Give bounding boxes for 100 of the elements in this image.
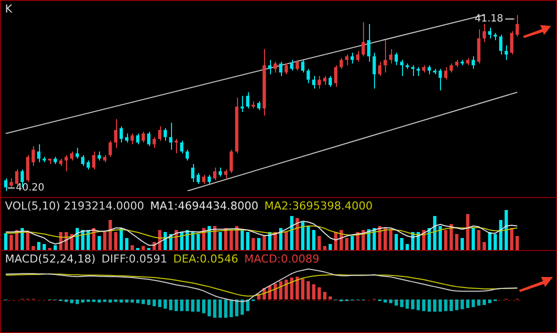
bar xyxy=(296,276,299,300)
bar xyxy=(224,228,228,250)
bar xyxy=(499,220,502,250)
candlestick xyxy=(279,61,282,77)
bar xyxy=(86,230,90,250)
candlestick xyxy=(394,52,398,66)
bar xyxy=(406,244,409,250)
candlestick xyxy=(290,59,294,72)
bar xyxy=(372,228,376,250)
bar xyxy=(433,300,436,312)
bar xyxy=(114,232,118,250)
bar xyxy=(450,300,453,312)
series-label: MACD:0.0089 xyxy=(244,252,320,266)
bar xyxy=(70,300,74,304)
candlestick xyxy=(147,131,150,147)
bar xyxy=(428,228,431,250)
bar xyxy=(164,232,167,250)
candlestick xyxy=(169,122,172,150)
candlestick xyxy=(32,146,35,166)
bar xyxy=(218,232,222,250)
bar xyxy=(10,234,13,250)
candlestick xyxy=(284,62,288,75)
bar xyxy=(70,234,74,250)
series-label: DIFF:0.0591 xyxy=(102,252,168,266)
bar xyxy=(81,300,84,303)
candlestick xyxy=(488,27,492,39)
bar xyxy=(460,300,464,310)
bar xyxy=(108,220,112,250)
candlestick xyxy=(372,52,376,90)
candlestick xyxy=(130,133,134,145)
bar xyxy=(4,233,8,250)
bar xyxy=(37,242,40,250)
bar xyxy=(240,230,244,250)
bar xyxy=(301,222,304,250)
bar xyxy=(125,300,128,303)
bar xyxy=(213,300,216,318)
candlestick xyxy=(142,131,145,144)
series-label: DEA:0.0546 xyxy=(173,252,238,266)
candlestick xyxy=(114,118,118,148)
candlestick xyxy=(504,45,508,60)
candlestick xyxy=(246,92,250,109)
bar xyxy=(142,300,145,304)
bar xyxy=(202,228,206,250)
bar xyxy=(400,300,404,308)
candlestick xyxy=(186,149,189,161)
candlestick xyxy=(240,95,244,112)
bar xyxy=(416,300,420,310)
candlestick xyxy=(472,56,475,70)
bar xyxy=(488,300,492,304)
bar xyxy=(130,300,134,303)
chart-title: VOL(5,10) 2193214.0000 xyxy=(5,199,144,212)
candlestick xyxy=(108,140,112,158)
bar xyxy=(218,300,222,318)
bar xyxy=(240,300,244,315)
chart-title: K xyxy=(5,2,13,16)
bar xyxy=(466,300,470,308)
bar xyxy=(142,246,145,250)
bar xyxy=(158,300,162,308)
bar xyxy=(152,300,156,306)
bar xyxy=(510,228,514,250)
bar xyxy=(433,216,436,250)
candlestick xyxy=(301,59,304,73)
bar xyxy=(130,245,134,250)
bar xyxy=(125,238,128,250)
bar xyxy=(422,300,426,312)
candlestick xyxy=(362,22,365,57)
candlestick xyxy=(76,147,79,160)
bar xyxy=(312,284,316,300)
bar xyxy=(328,244,332,250)
bar xyxy=(136,300,140,304)
bar xyxy=(450,224,453,250)
candlestick xyxy=(274,61,277,73)
candlestick xyxy=(312,76,316,90)
bar xyxy=(345,238,348,250)
bar xyxy=(438,300,442,312)
candlestick xyxy=(510,30,514,56)
bar xyxy=(120,228,123,250)
candlestick xyxy=(499,34,502,56)
candlestick xyxy=(37,144,40,163)
bar xyxy=(42,244,46,250)
bar xyxy=(76,300,79,304)
bar xyxy=(389,300,392,304)
bar xyxy=(262,236,266,250)
bar xyxy=(323,246,326,250)
bar xyxy=(279,281,282,300)
candlestick xyxy=(230,149,233,174)
bar xyxy=(230,230,233,250)
bar xyxy=(26,230,30,250)
bar xyxy=(455,234,458,250)
candlestick xyxy=(174,138,178,154)
bar xyxy=(466,214,470,250)
series-label: MA1:4694434.8000 xyxy=(150,199,258,212)
bar xyxy=(246,300,250,312)
candlestick xyxy=(444,66,448,80)
bar xyxy=(103,232,106,250)
bar xyxy=(252,238,255,250)
bar xyxy=(120,300,123,303)
bar xyxy=(147,300,150,305)
bar xyxy=(92,228,96,250)
bar xyxy=(191,232,194,250)
